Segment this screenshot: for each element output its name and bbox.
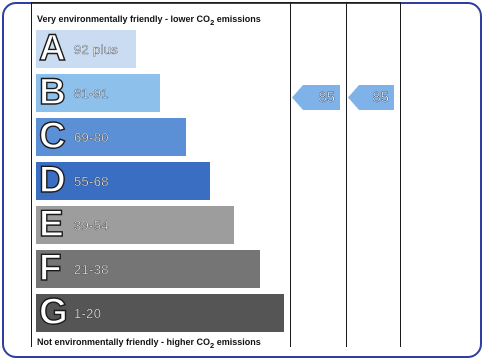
band-e: E 39-54 (36, 202, 234, 245)
top-caption: Very environmentally friendly - lower CO… (37, 14, 261, 27)
bottom-caption-suffix: emissions (214, 337, 261, 347)
band-range: 55-68 (74, 174, 109, 189)
band-letter: B (38, 70, 66, 112)
band-range: 69-80 (74, 130, 109, 145)
band-range: 39-54 (74, 218, 109, 233)
band-letter: D (38, 158, 66, 200)
top-caption-text: Very environmentally friendly - lower CO (37, 14, 211, 24)
potential-rating-arrow: 85 (348, 85, 394, 110)
band-c: C 69-80 (36, 114, 186, 157)
top-caption-subscript: 2 (210, 17, 215, 27)
grid-line-top (31, 2, 401, 3)
band-a: A 92 plus (36, 26, 136, 69)
potential-rating-value: 85 (372, 89, 389, 106)
top-caption-suffix: emissions (214, 14, 261, 24)
band-letter: F (38, 246, 62, 288)
band-letter: A (38, 26, 66, 68)
band-letter: E (38, 202, 64, 244)
band-g: G 1-20 (36, 290, 284, 333)
bottom-caption-text: Not environmentally friendly - higher CO (37, 337, 211, 347)
band-letter: C (38, 114, 66, 156)
chart-grid (31, 2, 401, 347)
band-range: 21-38 (74, 262, 109, 277)
band-range: 1-20 (74, 306, 102, 321)
band-b: B 81-91 (36, 70, 160, 113)
band-range: 92 plus (74, 42, 119, 57)
current-rating-arrow: 85 (292, 85, 340, 110)
grid-line-potential (346, 2, 347, 347)
grid-line-right (400, 2, 401, 347)
band-d: D 55-68 (36, 158, 210, 201)
band-range: 81-91 (74, 86, 109, 101)
bottom-caption: Not environmentally friendly - higher CO… (37, 337, 261, 350)
band-f: F 21-38 (36, 246, 260, 289)
bottom-caption-subscript: 2 (210, 340, 215, 350)
band-letter: G (38, 290, 68, 332)
grid-line-current (290, 2, 291, 347)
current-rating-value: 85 (318, 89, 335, 106)
grid-line-left (31, 2, 32, 347)
